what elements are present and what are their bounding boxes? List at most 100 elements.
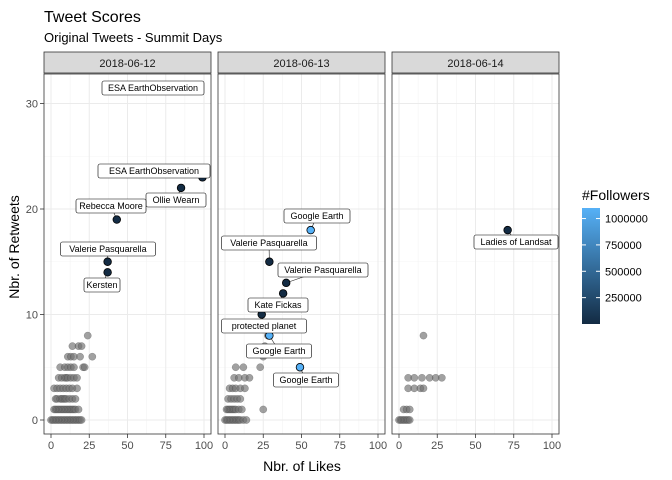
labeled-tweet-point bbox=[306, 225, 315, 235]
tweet-point bbox=[241, 384, 249, 393]
tweet-point bbox=[259, 405, 268, 414]
point-label-box bbox=[83, 277, 121, 293]
x-tick-label: 100 bbox=[369, 440, 387, 452]
tweet-point bbox=[405, 416, 414, 424]
labeled-tweet-point bbox=[265, 257, 274, 266]
chart-subtitle: Original Tweets - Summit Days bbox=[44, 30, 223, 45]
point-label-box bbox=[283, 208, 351, 224]
tweet-point bbox=[245, 373, 254, 382]
x-tick-label: 50 bbox=[121, 440, 133, 452]
point-label-box bbox=[246, 343, 312, 359]
x-tick-label: 100 bbox=[543, 440, 561, 452]
tweet-point bbox=[438, 373, 446, 382]
x-tick-label: 75 bbox=[508, 440, 520, 452]
facet-strip bbox=[391, 51, 560, 74]
point-label: Google Earth bbox=[290, 211, 343, 221]
point-label-box bbox=[277, 262, 369, 278]
point-label-box bbox=[221, 318, 307, 334]
legend-label: 500000 bbox=[605, 266, 642, 278]
point-label: Kate Fickas bbox=[254, 300, 302, 310]
legend-title: #Followers bbox=[582, 187, 650, 203]
tweet-point bbox=[419, 331, 428, 340]
tweet-point bbox=[83, 331, 92, 340]
y-tick-label: 30 bbox=[26, 99, 38, 111]
tweet-point bbox=[238, 405, 246, 414]
x-tick-label: 0 bbox=[48, 440, 54, 452]
x-tick-label: 0 bbox=[396, 440, 402, 452]
x-tick-label: 75 bbox=[334, 440, 346, 452]
labeled-tweet-point bbox=[103, 257, 112, 266]
facet-strip bbox=[43, 51, 212, 74]
facet-strip bbox=[217, 51, 386, 74]
legend-colorbar bbox=[582, 208, 600, 324]
y-axis-title: Nbr. of Retweets bbox=[6, 195, 22, 299]
tweet-point bbox=[76, 352, 84, 361]
point-label: Ollie Wearn bbox=[153, 195, 200, 205]
labeled-tweet-point bbox=[103, 268, 112, 277]
labeled-tweet-point bbox=[295, 363, 305, 372]
point-label: Kersten bbox=[86, 280, 117, 290]
point-label-box bbox=[101, 80, 205, 96]
x-tick-label: 25 bbox=[83, 440, 95, 452]
tweet-point bbox=[77, 342, 86, 350]
point-label: Rebecca Moore bbox=[79, 201, 143, 211]
tweet-point bbox=[73, 384, 81, 393]
x-tick-label: 0 bbox=[222, 440, 228, 452]
point-label: Valerie Pasquarella bbox=[284, 265, 361, 275]
x-axis-title: Nbr. of Likes bbox=[263, 458, 341, 474]
point-label-box bbox=[97, 163, 211, 179]
legend-label: 750000 bbox=[605, 240, 642, 252]
tweet-point bbox=[73, 373, 81, 382]
chart-title: Tweet Scores bbox=[44, 9, 141, 26]
legend-label: 1000000 bbox=[605, 214, 648, 226]
labeled-tweet-point bbox=[176, 183, 186, 193]
point-label: Valerie Pasquarella bbox=[230, 238, 307, 248]
tweet-point bbox=[418, 373, 426, 382]
tweet-point bbox=[419, 384, 428, 393]
y-axis: 0 10 20 30 bbox=[26, 99, 44, 427]
legend-label: 250000 bbox=[605, 293, 642, 305]
labeled-tweet-point bbox=[503, 225, 512, 235]
point-label: ESA EarthObservation bbox=[108, 83, 198, 93]
facet-strip-label: 2018-06-13 bbox=[273, 58, 329, 70]
point-label: ESA EarthObservation bbox=[109, 166, 199, 176]
x-tick-label: 100 bbox=[195, 440, 213, 452]
point-label-box bbox=[75, 198, 147, 214]
y-tick-label: 20 bbox=[26, 204, 38, 216]
labeled-tweet-point bbox=[282, 278, 291, 288]
tweet-point bbox=[239, 363, 248, 372]
y-tick-label: 10 bbox=[26, 310, 38, 322]
point-label: protected planet bbox=[232, 321, 297, 331]
tweet-point bbox=[88, 352, 97, 361]
facet-panel-2018-06-13: Google Earth Valerie Pasquarella Valerie P… bbox=[217, 51, 387, 452]
facet-panels: ESA EarthObservation Ollie Wearn Rebecca M… bbox=[26, 51, 561, 452]
x-tick-label: 50 bbox=[469, 440, 481, 452]
point-label: Ladies of Landsat bbox=[480, 237, 552, 247]
facet-panel-2018-06-14: Ladies of Landsat 2018-06-14 0 25 50 75 100 bbox=[391, 51, 561, 452]
point-label-box bbox=[247, 297, 309, 313]
tweet-point bbox=[256, 363, 264, 372]
labeled-tweet-point bbox=[278, 289, 288, 298]
tweet-point bbox=[242, 416, 251, 424]
point-label-box bbox=[273, 372, 339, 388]
tweet-point bbox=[77, 416, 86, 424]
point-label: Google Earth bbox=[279, 375, 332, 385]
facet-panel-2018-06-12: ESA EarthObservation Ollie Wearn Rebecca M… bbox=[43, 51, 213, 452]
point-label: Google Earth bbox=[252, 346, 305, 356]
tweet-point bbox=[236, 395, 245, 403]
tweet-point bbox=[74, 405, 83, 414]
tweet-point bbox=[231, 363, 240, 372]
tweet-point bbox=[405, 405, 414, 414]
tweet-point bbox=[70, 363, 78, 372]
x-tick-label: 25 bbox=[257, 440, 269, 452]
facet-strip-label: 2018-06-12 bbox=[99, 58, 155, 70]
x-tick-label: 75 bbox=[160, 440, 172, 452]
x-tick-label: 50 bbox=[295, 440, 307, 452]
point-label-box bbox=[221, 235, 317, 251]
x-tick-label: 25 bbox=[431, 440, 443, 452]
tweet-point bbox=[80, 363, 89, 372]
labeled-tweet-point bbox=[112, 215, 121, 224]
tweet-point bbox=[410, 373, 419, 382]
followers-legend: #Followers 1000000 750000 500000 250000 bbox=[582, 187, 650, 324]
